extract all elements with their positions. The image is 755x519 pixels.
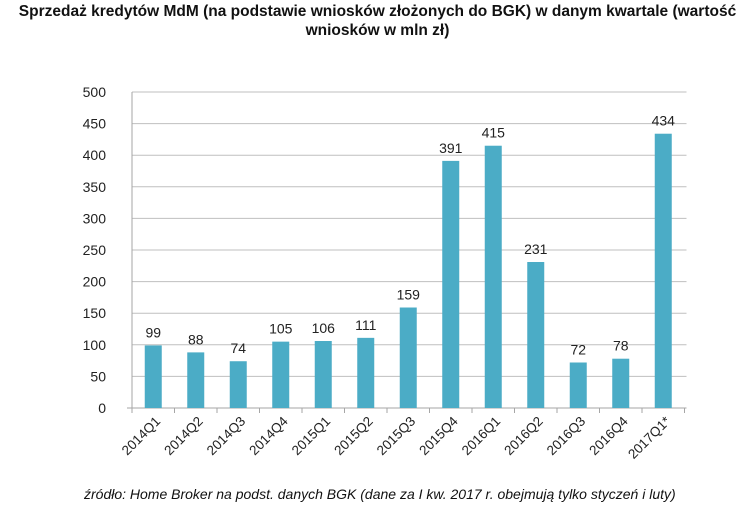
data-label: 391: [439, 140, 463, 156]
y-tick-label: 0: [98, 400, 106, 416]
data-label: 99: [145, 324, 161, 340]
bar: [527, 262, 545, 408]
data-label: 111: [355, 317, 376, 333]
bar: [314, 341, 332, 408]
chart-title: Sprzedaż kredytów MdM (na podstawie wnio…: [10, 2, 745, 40]
x-tick-label: 2015Q3: [374, 414, 419, 459]
x-tick-label: 2016Q1: [459, 414, 504, 459]
chart-title-line-1: Sprzedaż kredytów MdM (na podstawie wnio…: [18, 3, 737, 20]
data-label: 72: [570, 341, 586, 357]
x-tick-label: 2015Q4: [416, 413, 461, 458]
chart-title-line-2: wniosków w mln zł): [305, 22, 450, 39]
bar: [144, 345, 162, 408]
data-label: 105: [269, 321, 293, 337]
data-label: 106: [312, 320, 336, 336]
y-tick-label: 50: [90, 368, 106, 384]
x-tick-label: 2014Q4: [246, 413, 291, 458]
source-note: źródło: Home Broker na podst. danych BGK…: [84, 486, 676, 502]
bar: [612, 358, 630, 408]
data-label: 88: [188, 331, 204, 347]
data-label: 74: [230, 340, 246, 356]
x-tick-label: 2017Q1*: [625, 413, 674, 462]
x-tick-label: 2016Q2: [501, 414, 546, 459]
x-tick-label: 2014Q2: [161, 414, 206, 459]
x-tick-label: 2015Q2: [331, 414, 376, 459]
y-tick-label: 500: [83, 84, 107, 100]
data-label: 415: [482, 125, 506, 141]
bar: [229, 361, 247, 408]
y-tick-label: 400: [83, 147, 107, 163]
x-tick-label: 2016Q3: [544, 414, 589, 459]
y-tick-label: 100: [83, 337, 107, 353]
y-tick-label: 450: [83, 116, 107, 132]
x-tick-label: 2014Q3: [204, 414, 249, 459]
bar: [272, 341, 290, 408]
y-tick-label: 150: [83, 305, 107, 321]
data-label: 159: [397, 287, 421, 303]
bar: [442, 160, 460, 408]
y-tick-label: 300: [83, 210, 107, 226]
y-tick-label: 200: [83, 274, 107, 290]
y-tick-label: 350: [83, 179, 107, 195]
bar: [569, 362, 587, 408]
bar: [399, 307, 417, 408]
data-label: 78: [613, 338, 629, 354]
bar: [187, 352, 205, 408]
y-tick-label: 250: [83, 242, 107, 258]
data-label: 231: [524, 241, 548, 257]
bar: [357, 337, 375, 408]
data-label: 434: [652, 113, 676, 129]
bar: [484, 145, 502, 408]
x-tick-label: 2014Q1: [119, 414, 164, 459]
x-tick-label: 2015Q1: [289, 414, 334, 459]
bar: [654, 133, 672, 408]
